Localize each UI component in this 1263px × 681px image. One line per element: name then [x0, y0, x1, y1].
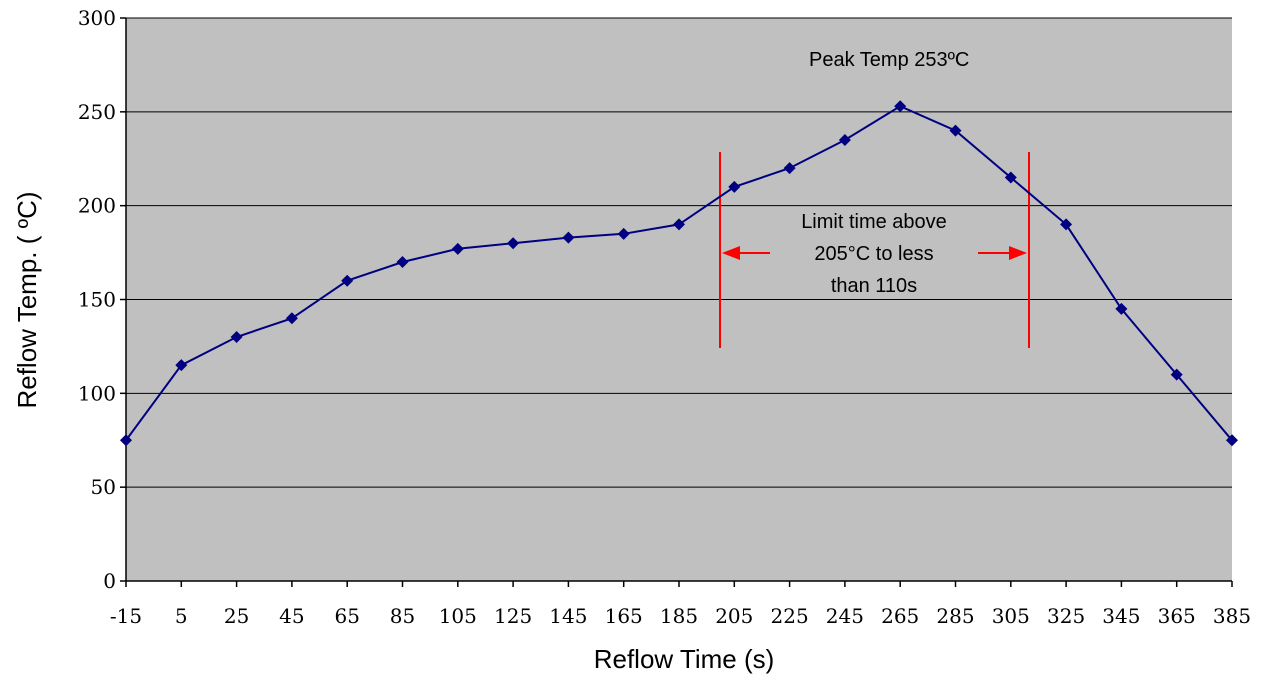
data-point	[1060, 218, 1073, 231]
y-ticks: 0 50 100 150 200 250 300	[78, 6, 126, 593]
x-ticks: -15 5 25 45 65 85 105 125 145 165 185 205 225 245 265 2…	[110, 581, 1251, 628]
x-tick-label: -15	[110, 604, 142, 628]
x-tick-label: 5	[175, 604, 188, 628]
y-tick-label: 150	[78, 288, 116, 312]
left-arrow-head	[722, 246, 740, 260]
limit-annotation-line-2: 205°C to less	[814, 243, 933, 265]
x-tick-label: 245	[826, 604, 864, 628]
peak-annotation: Peak Temp 253ºC	[809, 49, 969, 71]
limit-annotation-line-3: than 110s	[831, 275, 917, 297]
y-tick-label: 250	[78, 100, 116, 124]
y-tick-label: 50	[91, 475, 116, 499]
x-tick-label: 165	[605, 604, 643, 628]
data-point	[341, 274, 354, 287]
x-tick-label: 345	[1102, 604, 1140, 628]
x-tick-label: 325	[1047, 604, 1085, 628]
data-point	[120, 434, 132, 447]
series-markers	[120, 100, 1238, 447]
y-tick-label: 200	[78, 194, 116, 218]
data-point	[451, 242, 464, 255]
data-point	[1115, 302, 1128, 315]
x-tick-label: 85	[390, 604, 415, 628]
x-tick-label: 125	[494, 604, 532, 628]
x-tick-label: 185	[660, 604, 698, 628]
x-tick-label: 385	[1213, 604, 1251, 628]
limit-annotation-line-1: Limit time above	[801, 211, 947, 233]
x-tick-label: 205	[715, 604, 753, 628]
data-point	[1170, 368, 1183, 381]
data-point	[728, 180, 741, 193]
x-axis-title: Reflow Time (s)	[594, 644, 775, 674]
right-arrow-head	[1009, 246, 1027, 260]
y-axis-title: Reflow Temp. ( ºC)	[12, 191, 42, 408]
data-point	[396, 255, 409, 268]
x-tick-label: 65	[334, 604, 359, 628]
data-point	[894, 100, 907, 113]
data-point	[507, 237, 520, 250]
data-point	[783, 162, 796, 175]
data-point	[838, 133, 851, 146]
data-point	[673, 218, 685, 231]
data-point	[230, 331, 243, 344]
x-tick-label: 25	[224, 604, 249, 628]
y-tick-label: 0	[103, 569, 116, 593]
x-tick-label: 225	[771, 604, 809, 628]
data-point	[949, 124, 962, 137]
y-tick-label: 100	[78, 381, 116, 405]
x-tick-label: 285	[936, 604, 974, 628]
gridlines	[126, 17, 1232, 488]
x-tick-label: 365	[1158, 604, 1196, 628]
data-point	[175, 359, 188, 372]
x-tick-label: 105	[439, 604, 477, 628]
limit-lines	[719, 152, 1030, 348]
x-tick-label: 145	[549, 604, 587, 628]
data-point	[562, 231, 575, 244]
y-tick-label: 300	[78, 6, 116, 30]
data-point	[617, 227, 630, 240]
x-tick-label: 265	[881, 604, 919, 628]
x-tick-label: 45	[279, 604, 304, 628]
data-point	[1004, 171, 1017, 184]
data-point	[1226, 434, 1238, 447]
data-point	[285, 312, 298, 325]
x-tick-label: 305	[992, 604, 1030, 628]
